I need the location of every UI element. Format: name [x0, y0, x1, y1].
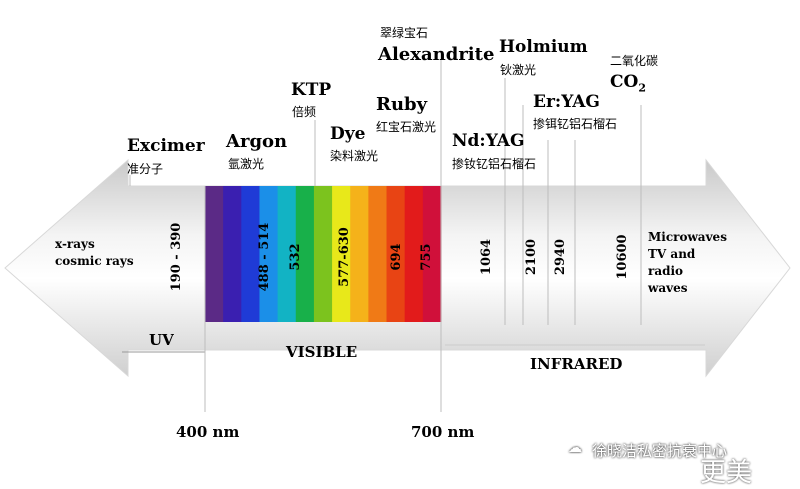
dye-label: Dye: [330, 124, 366, 144]
argon-cn-label: 氩激光: [228, 157, 265, 171]
marker-700nm: 700 nm: [411, 423, 475, 441]
excimer-label: Excimer: [127, 136, 205, 156]
watermark-icon: ☁: [568, 440, 582, 456]
uv-label: UV: [149, 331, 174, 349]
dye-cn-label: 染料激光: [330, 149, 379, 163]
argon-label: Argon: [226, 131, 288, 152]
watermark-text: 徐晓洁私密抗衰中心: [592, 442, 728, 460]
spectrum-band: [386, 186, 406, 322]
co2-wavelength: 10600: [615, 234, 630, 280]
spectrum-band: [205, 186, 224, 322]
infrared-label: INFRARED: [530, 355, 623, 373]
spectrum-band: [422, 186, 442, 322]
alexandrite-cn-label: 翠绿宝石: [380, 26, 429, 40]
ndyag-wavelength: 1064: [479, 238, 494, 276]
ndyag-label: Nd:YAG: [452, 131, 525, 151]
ndyag-cn-label: 掺钕钇铝石榴石: [452, 157, 537, 171]
excimer-cn-label: 准分子: [127, 162, 164, 176]
right-end-label: Microwaves TV and radio waves: [648, 229, 727, 297]
spectrum-band: [404, 186, 424, 322]
visible-spectrum-bars: [205, 186, 442, 322]
eryag-cn-label: 掺铒钇铝石榴石: [533, 117, 618, 131]
spectrum-band: [295, 186, 315, 322]
alexandrite-wavelength: 755: [419, 243, 434, 271]
dye-wavelength: 577-630: [337, 227, 352, 287]
cosmic-rays-text: cosmic rays: [55, 254, 134, 268]
ruby-cn-label: 红宝石激光: [376, 120, 437, 134]
eryag-label: Er:YAG: [533, 92, 600, 112]
x-rays-text: x-rays: [55, 237, 95, 251]
alexandrite-label: Alexandrite: [378, 44, 495, 65]
watermark-brand: 更美: [700, 458, 753, 488]
eryag-wavelength: 2940: [553, 238, 568, 276]
spectrum-band: [241, 186, 261, 322]
spectrum-band: [350, 186, 369, 322]
spectrum-band: [368, 186, 388, 322]
argon-wavelength: 488 - 514: [257, 222, 272, 292]
holmium-cn-label: 钬激光: [500, 63, 537, 77]
marker-400nm: 400 nm: [176, 423, 240, 441]
co2-label: CO2: [610, 72, 646, 94]
ktp-cn-label: 倍频: [292, 105, 317, 119]
left-end-label: x-rays cosmic rays: [55, 236, 134, 270]
excimer-wavelength: 190 - 390: [169, 222, 184, 292]
spectrum-band: [223, 186, 242, 322]
spectrum-band: [277, 186, 297, 322]
holmium-wavelength: 2100: [524, 238, 539, 276]
ruby-wavelength: 694: [389, 243, 404, 271]
visible-label: VISIBLE: [286, 343, 358, 361]
ktp-wavelength: 532: [288, 243, 303, 271]
co2-cn-label: 二氧化碳: [610, 54, 659, 68]
waves-text: waves: [648, 281, 688, 295]
radio-text: radio: [648, 264, 684, 278]
spectrum-band: [259, 186, 279, 322]
ktp-label: KTP: [291, 80, 332, 100]
holmium-label: Holmium: [499, 37, 588, 57]
microwaves-text: Microwaves: [648, 230, 727, 244]
spectrum-band: [313, 186, 333, 322]
spectrum-band: [332, 186, 351, 322]
tv-and-text: TV and: [648, 247, 696, 261]
co2-formula: CO: [610, 72, 639, 92]
co2-subscript: 2: [638, 81, 646, 95]
ruby-label: Ruby: [376, 94, 428, 115]
